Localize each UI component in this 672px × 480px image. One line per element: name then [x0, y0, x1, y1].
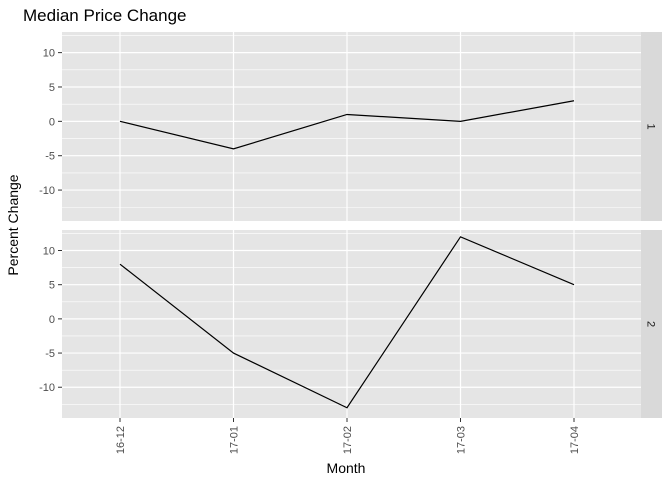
- panel-background: [62, 230, 641, 418]
- x-tick-label: 17-03: [456, 426, 468, 454]
- y-tick-label: 10: [43, 48, 55, 60]
- y-tick-label: -5: [45, 348, 55, 360]
- facet-strip: [641, 230, 662, 418]
- y-tick-label: -10: [39, 185, 55, 197]
- y-tick-label: 0: [49, 116, 55, 128]
- x-tick-label: 17-01: [229, 426, 241, 454]
- y-tick-label: 5: [49, 280, 55, 292]
- y-tick-label: 5: [49, 82, 55, 94]
- x-tick-label: 17-04: [569, 426, 581, 454]
- plot-layer: -10 -5 0 5 10 1 -10 -5 0 5 10 2 16-12 17-01 17-02 17-03…: [39, 32, 662, 454]
- facet-panel-1: -10 -5 0 5 10 1: [39, 32, 662, 221]
- panel-background: [62, 32, 641, 221]
- facet-strip-label: 2: [645, 321, 657, 327]
- x-tick-label: 16-12: [115, 426, 127, 454]
- facet-panel-2: -10 -5 0 5 10 2: [39, 230, 662, 418]
- y-tick-label: 0: [49, 314, 55, 326]
- x-axis-title: Month: [327, 460, 366, 476]
- facet-strip: [641, 32, 662, 221]
- y-axis-title: Percent Change: [5, 174, 21, 275]
- facet-strip-label: 1: [645, 123, 657, 129]
- y-tick-label: -10: [39, 382, 55, 394]
- y-tick-label: -5: [45, 151, 55, 163]
- x-tick-label: 17-02: [342, 426, 354, 454]
- y-tick-label: 10: [43, 246, 55, 258]
- chart-title: Median Price Change: [23, 6, 186, 25]
